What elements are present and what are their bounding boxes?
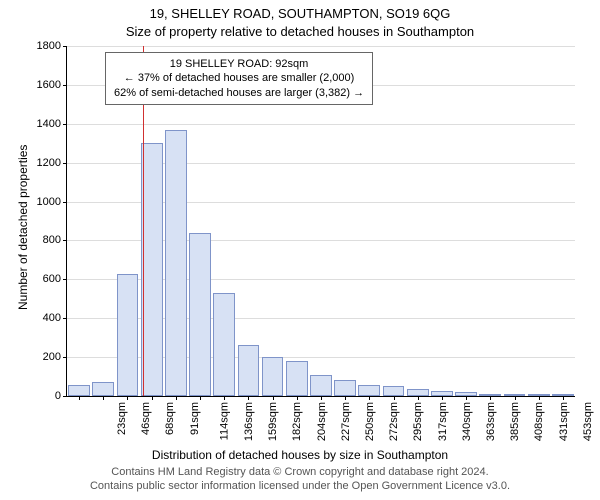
x-tick-label: 317sqm xyxy=(437,402,449,441)
x-tick-label: 68sqm xyxy=(165,402,177,435)
y-tick-label: 0 xyxy=(55,390,67,402)
annotation-box: 19 SHELLEY ROAD: 92sqm ← 37% of detached … xyxy=(105,52,373,105)
x-tick-mark xyxy=(539,396,540,400)
plot-area: 02004006008001000120014001600180023sqm46… xyxy=(66,46,575,397)
x-tick-mark xyxy=(321,396,322,400)
y-tick-label: 200 xyxy=(43,351,67,363)
annotation-line2: ← 37% of detached houses are smaller (2,… xyxy=(124,72,355,84)
x-tick-label: 385sqm xyxy=(509,402,521,441)
x-tick-mark xyxy=(127,396,128,400)
histogram-bar xyxy=(407,389,429,396)
x-tick-label: 136sqm xyxy=(243,402,255,441)
histogram-bar xyxy=(334,380,356,396)
y-tick-label: 1800 xyxy=(37,40,67,52)
x-axis-label: Distribution of detached houses by size … xyxy=(0,448,600,462)
x-tick-label: 453sqm xyxy=(582,402,594,441)
x-tick-mark xyxy=(394,396,395,400)
histogram-bar xyxy=(165,130,187,396)
x-tick-mark xyxy=(515,396,516,400)
x-tick-mark xyxy=(273,396,274,400)
x-tick-mark xyxy=(442,396,443,400)
footer-line1: Contains HM Land Registry data © Crown c… xyxy=(111,466,488,478)
histogram-bar xyxy=(213,293,235,396)
y-tick-label: 1400 xyxy=(37,118,67,130)
x-tick-label: 204sqm xyxy=(316,402,328,441)
x-tick-mark xyxy=(200,396,201,400)
x-tick-label: 408sqm xyxy=(533,402,545,441)
y-axis-label: Number of detached properties xyxy=(16,145,30,310)
x-tick-mark xyxy=(248,396,249,400)
histogram-bar xyxy=(189,233,211,396)
x-tick-label: 363sqm xyxy=(485,402,497,441)
x-tick-label: 295sqm xyxy=(413,402,425,441)
y-tick-label: 800 xyxy=(43,234,67,246)
x-tick-mark xyxy=(224,396,225,400)
x-tick-label: 114sqm xyxy=(218,402,230,440)
y-tick-label: 1200 xyxy=(37,157,67,169)
x-tick-mark xyxy=(563,396,564,400)
histogram-bar xyxy=(310,375,332,396)
x-tick-label: 340sqm xyxy=(461,402,473,441)
histogram-bar xyxy=(358,385,380,396)
x-tick-mark xyxy=(176,396,177,400)
x-tick-label: 159sqm xyxy=(267,402,279,441)
x-tick-mark xyxy=(103,396,104,400)
annotation-line1: 19 SHELLEY ROAD: 92sqm xyxy=(170,58,309,70)
histogram-bar xyxy=(286,361,308,396)
x-tick-mark xyxy=(369,396,370,400)
histogram-bar xyxy=(383,386,405,396)
title-subtitle: Size of property relative to detached ho… xyxy=(0,24,600,39)
y-tick-label: 1600 xyxy=(37,79,67,91)
x-tick-label: 182sqm xyxy=(292,402,304,441)
x-tick-label: 227sqm xyxy=(340,402,352,441)
histogram-bar xyxy=(117,274,139,397)
x-tick-mark xyxy=(418,396,419,400)
x-tick-label: 23sqm xyxy=(116,402,128,435)
footer: Contains HM Land Registry data © Crown c… xyxy=(0,466,600,494)
x-tick-mark xyxy=(297,396,298,400)
y-tick-label: 600 xyxy=(43,273,67,285)
y-tick-label: 400 xyxy=(43,312,67,324)
x-tick-mark xyxy=(152,396,153,400)
x-tick-mark xyxy=(490,396,491,400)
histogram-bar xyxy=(238,345,260,396)
footer-line2: Contains public sector information licen… xyxy=(90,480,510,492)
x-tick-label: 46sqm xyxy=(140,402,152,435)
histogram-bar xyxy=(68,385,90,396)
y-tick-label: 1000 xyxy=(37,196,67,208)
x-tick-label: 250sqm xyxy=(364,402,376,441)
histogram-bar xyxy=(262,357,284,396)
x-tick-mark xyxy=(345,396,346,400)
x-tick-mark xyxy=(466,396,467,400)
histogram-bar xyxy=(92,382,114,396)
x-tick-label: 272sqm xyxy=(388,402,400,441)
x-tick-label: 431sqm xyxy=(558,402,570,441)
title-address: 19, SHELLEY ROAD, SOUTHAMPTON, SO19 6QG xyxy=(0,6,600,21)
annotation-line3: 62% of semi-detached houses are larger (… xyxy=(114,87,364,99)
chart-container: 19, SHELLEY ROAD, SOUTHAMPTON, SO19 6QG … xyxy=(0,0,600,500)
x-tick-label: 91sqm xyxy=(189,402,201,435)
x-tick-mark xyxy=(79,396,80,400)
